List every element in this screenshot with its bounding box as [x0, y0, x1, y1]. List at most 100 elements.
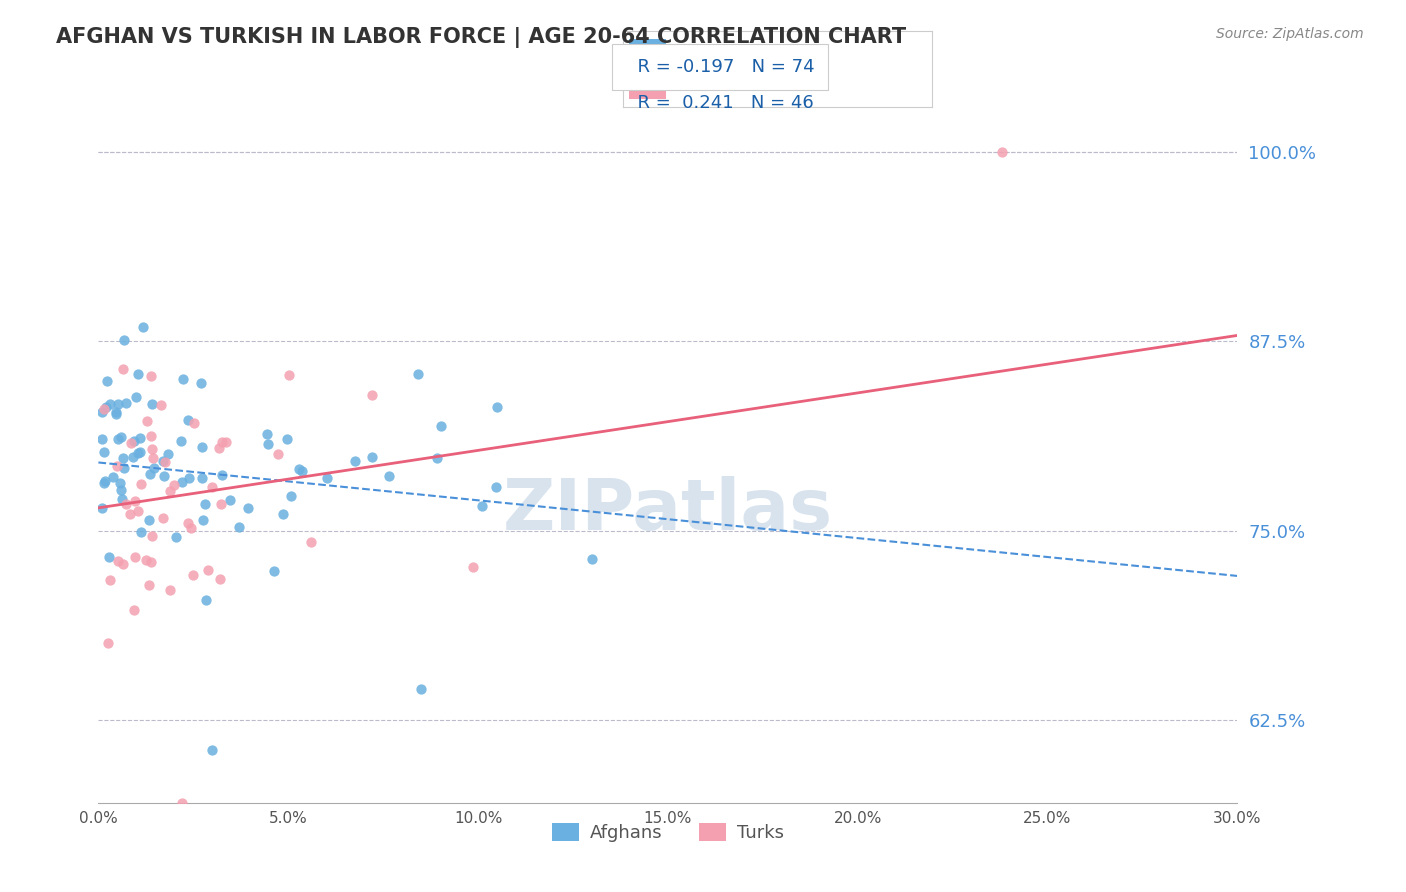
Point: [191, 470, 214, 484]
Point: [201, 743, 224, 757]
Point: [139, 555, 162, 569]
Point: [114, 396, 136, 410]
Text: R = -0.197   N = 74: R = -0.197 N = 74: [626, 58, 814, 76]
Point: [141, 442, 163, 456]
Point: [91, 405, 114, 419]
Point: [211, 467, 233, 482]
Point: [463, 559, 485, 574]
Point: [128, 431, 150, 445]
Point: [218, 492, 240, 507]
Point: [256, 426, 278, 441]
Point: [228, 519, 250, 533]
Point: [208, 441, 231, 455]
Point: [104, 407, 127, 421]
Point: [426, 450, 449, 465]
Point: [93, 445, 115, 459]
Point: [139, 369, 162, 384]
Point: [98, 397, 121, 411]
Text: AFGHAN VS TURKISH IN LABOR FORCE | AGE 20-64 CORRELATION CHART: AFGHAN VS TURKISH IN LABOR FORCE | AGE 2…: [56, 27, 907, 48]
Point: [191, 513, 214, 527]
Point: [156, 447, 179, 461]
Point: [278, 368, 301, 383]
Point: [378, 469, 401, 483]
Point: [172, 371, 194, 385]
Point: [91, 433, 114, 447]
Point: [214, 434, 236, 449]
Point: [124, 550, 146, 565]
Point: [94, 474, 117, 488]
Point: [122, 603, 145, 617]
Point: [411, 682, 433, 697]
Point: [209, 497, 232, 511]
Bar: [628, 38, 666, 65]
Text: R = -0.197   N = 74: R = -0.197 N = 74: [672, 45, 823, 59]
Point: [430, 419, 453, 434]
Point: [238, 501, 260, 516]
Text: Source: ZipAtlas.com: Source: ZipAtlas.com: [1216, 27, 1364, 41]
Point: [581, 551, 603, 566]
Point: [163, 478, 186, 492]
Point: [112, 450, 135, 465]
Point: [271, 507, 294, 521]
Point: [153, 469, 176, 483]
Point: [139, 467, 162, 481]
Point: [299, 534, 322, 549]
Point: [110, 430, 132, 444]
Point: [361, 388, 384, 402]
Point: [152, 511, 174, 525]
Point: [128, 445, 150, 459]
Point: [152, 453, 174, 467]
Point: [190, 376, 212, 390]
Bar: [628, 73, 666, 99]
Point: [110, 483, 132, 498]
Point: [142, 450, 165, 465]
Point: [159, 583, 181, 598]
Point: [471, 499, 494, 513]
Point: [129, 525, 152, 540]
Point: [138, 578, 160, 592]
Point: [141, 428, 163, 442]
Point: [107, 554, 129, 568]
Point: [169, 434, 191, 448]
Point: [94, 400, 117, 414]
Point: [135, 415, 157, 429]
Point: [991, 145, 1014, 160]
Text: R =  0.241   N = 46: R = 0.241 N = 46: [672, 78, 821, 94]
Point: [127, 504, 149, 518]
Point: [112, 334, 135, 348]
Point: [170, 475, 193, 490]
Point: [114, 496, 136, 510]
Point: [97, 636, 120, 650]
Point: [406, 367, 429, 381]
Point: [124, 493, 146, 508]
Text: ZIPatlas: ZIPatlas: [503, 476, 832, 545]
Point: [120, 435, 142, 450]
Point: [180, 521, 202, 535]
Point: [124, 434, 146, 449]
Point: [103, 469, 125, 483]
Point: [98, 550, 121, 565]
Point: [485, 480, 508, 494]
Point: [176, 413, 198, 427]
Point: [93, 475, 115, 490]
Point: [96, 374, 118, 388]
Point: [316, 471, 339, 485]
Point: [141, 529, 163, 543]
Legend: Afghans, Turks: Afghans, Turks: [546, 815, 790, 849]
Point: [149, 399, 172, 413]
Point: [280, 490, 302, 504]
Point: [91, 500, 114, 515]
Point: [129, 477, 152, 491]
Point: [486, 400, 509, 414]
Point: [177, 516, 200, 530]
Point: [111, 557, 134, 571]
Point: [159, 484, 181, 499]
Point: [143, 461, 166, 475]
Point: [93, 401, 115, 416]
Point: [194, 497, 217, 511]
Point: [135, 553, 157, 567]
Point: [112, 461, 135, 475]
Point: [111, 491, 134, 506]
Point: [170, 796, 193, 810]
Point: [177, 471, 200, 485]
